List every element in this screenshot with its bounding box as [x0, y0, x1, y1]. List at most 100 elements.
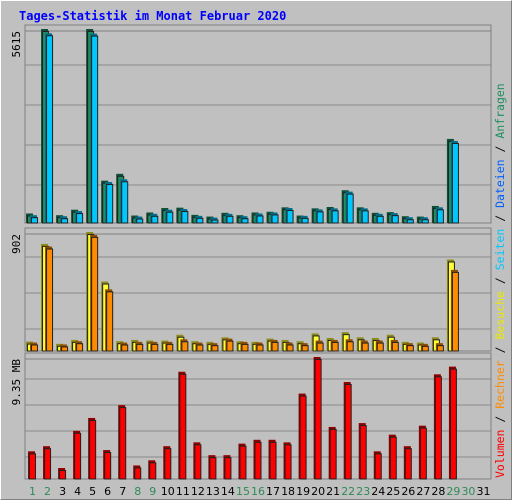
x-tick-day-10: 10 [161, 485, 175, 498]
bar-volumen-day-4 [74, 432, 82, 480]
bar-volumen-day-3 [59, 470, 67, 480]
bar-dateien-day-21 [331, 210, 339, 224]
x-tick-day-2: 2 [44, 485, 51, 498]
bar-volumen-day-12 [194, 444, 202, 480]
bar-volumen-day-16 [254, 441, 262, 480]
bar-dateien-day-23 [361, 210, 369, 224]
bar-dateien-day-13 [211, 219, 219, 224]
bar-volumen-day-1 [29, 453, 37, 480]
x-tick-day-31: 31 [476, 485, 490, 498]
bar-rechner-day-28 [436, 345, 444, 352]
bar-dateien-day-15 [241, 218, 249, 224]
bar-rechner-day-3 [61, 346, 69, 352]
bar-volumen-day-29 [449, 368, 457, 480]
legend-entry-rechner: Rechner [493, 360, 507, 409]
bar-dateien-day-7 [121, 181, 129, 224]
x-tick-day-3: 3 [59, 485, 66, 498]
bar-rechner-day-16 [256, 344, 264, 352]
bar-dateien-day-26 [406, 219, 414, 224]
x-tick-day-26: 26 [401, 485, 415, 498]
panel-visits-max-label: 902 [10, 234, 23, 254]
bar-rechner-day-23 [361, 342, 369, 352]
panel-requests-max-label: 5615 [10, 31, 23, 58]
bar-volumen-day-10 [164, 448, 172, 480]
bar-volumen-day-22 [344, 384, 352, 480]
x-tick-day-24: 24 [371, 485, 385, 498]
bar-dateien-day-25 [391, 215, 399, 224]
bar-rechner-day-21 [331, 341, 339, 352]
x-tick-day-11: 11 [176, 485, 190, 498]
bar-volumen-day-15 [239, 445, 247, 480]
x-tick-day-19: 19 [296, 485, 310, 498]
legend-separator: / [493, 208, 507, 229]
x-tick-day-9: 9 [149, 485, 156, 498]
bar-rechner-day-1 [31, 344, 39, 352]
bar-volumen-day-6 [104, 452, 112, 480]
bar-volumen-day-17 [269, 441, 277, 480]
bar-dateien-day-24 [376, 215, 384, 224]
bar-dateien-day-4 [76, 213, 84, 224]
x-tick-day-22: 22 [341, 485, 355, 498]
x-tick-day-18: 18 [281, 485, 295, 498]
bar-rechner-day-20 [316, 342, 324, 352]
x-tick-day-21: 21 [326, 485, 340, 498]
bar-dateien-day-1 [31, 217, 39, 224]
x-tick-day-12: 12 [191, 485, 205, 498]
bar-rechner-day-2 [46, 248, 54, 352]
legend-entry-volumen: Volumen [493, 430, 507, 478]
x-tick-day-30: 30 [461, 485, 475, 498]
bar-dateien-day-14 [226, 215, 234, 224]
bar-dateien-day-20 [316, 211, 324, 224]
bar-volumen-day-8 [134, 467, 142, 480]
bar-dateien-day-27 [421, 219, 429, 224]
bar-dateien-day-19 [301, 217, 309, 224]
legend-entry-besuche: Besuche [493, 291, 507, 340]
x-tick-day-27: 27 [416, 485, 430, 498]
x-tick-day-13: 13 [206, 485, 220, 498]
bar-dateien-day-6 [106, 184, 114, 224]
bar-rechner-day-18 [286, 344, 294, 352]
x-tick-day-28: 28 [431, 485, 445, 498]
bar-volumen-day-9 [149, 462, 157, 480]
bar-dateien-day-17 [271, 214, 279, 224]
bar-rechner-day-11 [181, 341, 189, 352]
bar-rechner-day-9 [151, 343, 159, 352]
legend-separator: / [493, 340, 507, 361]
bar-volumen-day-2 [44, 448, 52, 480]
x-tick-day-4: 4 [74, 485, 81, 498]
panel-volume-max-label: 9.35 MB [10, 359, 23, 406]
x-tick-day-15: 15 [236, 485, 250, 498]
x-tick-day-1: 1 [29, 485, 36, 498]
bar-volumen-day-26 [404, 448, 412, 480]
bar-rechner-day-14 [226, 340, 234, 352]
x-tick-day-5: 5 [89, 485, 96, 498]
chart-title: Tages-Statistik im Monat Februar 2020 [19, 9, 287, 23]
legend-entry-seiten: Seiten [493, 229, 507, 271]
bar-dateien-day-11 [181, 211, 189, 224]
legend-separator: / [493, 139, 507, 160]
x-tick-day-14: 14 [221, 485, 235, 498]
bar-dateien-day-12 [196, 217, 204, 224]
bar-rechner-day-7 [121, 344, 129, 352]
bar-volumen-day-23 [359, 425, 367, 480]
bar-volumen-day-19 [299, 395, 307, 480]
bar-rechner-day-13 [211, 345, 219, 352]
bar-rechner-day-29 [451, 271, 459, 352]
bar-volumen-day-5 [89, 419, 97, 480]
bar-rechner-day-4 [76, 343, 84, 352]
x-tick-day-29: 29 [446, 485, 460, 498]
bar-dateien-day-9 [151, 215, 159, 224]
x-tick-day-20: 20 [311, 485, 325, 498]
bar-rechner-day-24 [376, 342, 384, 352]
bar-volumen-day-18 [284, 444, 292, 480]
bar-rechner-day-27 [421, 345, 429, 352]
bar-rechner-day-19 [301, 345, 309, 352]
x-tick-day-23: 23 [356, 485, 370, 498]
x-tick-day-16: 16 [251, 485, 265, 498]
bar-dateien-day-8 [136, 218, 144, 224]
bar-dateien-day-5 [91, 35, 99, 224]
bar-rechner-day-12 [196, 344, 204, 352]
bar-dateien-day-2 [46, 35, 54, 224]
bar-volumen-day-25 [389, 436, 397, 480]
